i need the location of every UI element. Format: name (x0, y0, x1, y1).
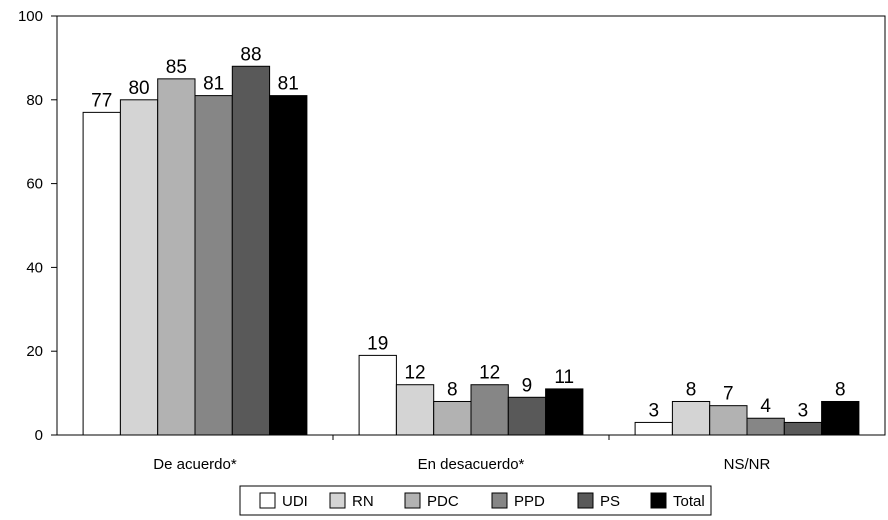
legend-swatch (329, 492, 346, 509)
bar (545, 388, 584, 436)
data-label: 8 (447, 379, 458, 400)
bar (231, 65, 271, 436)
legend-label: PDC (427, 493, 459, 510)
legend-label: RN (352, 493, 374, 510)
data-label: 12 (479, 363, 500, 384)
y-tick-label: 100 (18, 8, 43, 25)
y-tick-label: 20 (26, 343, 43, 360)
bar (395, 384, 435, 436)
category-label: De acuerdo* (153, 456, 237, 473)
bar (821, 400, 860, 436)
bar (157, 78, 196, 436)
data-label: 8 (686, 379, 697, 400)
legend-swatch (259, 492, 276, 509)
data-label: 7 (723, 384, 734, 405)
legend-swatch (650, 492, 667, 509)
bar (507, 396, 547, 436)
data-label: 4 (760, 396, 771, 417)
bar (783, 421, 823, 436)
bar (433, 400, 472, 436)
data-label: 9 (522, 375, 533, 396)
bar (82, 111, 121, 436)
data-label: 19 (367, 333, 388, 354)
data-label: 3 (798, 400, 809, 421)
data-label: 80 (128, 78, 149, 99)
legend-box (239, 485, 712, 516)
bar (634, 421, 673, 436)
category-label: En desacuerdo* (418, 456, 525, 473)
y-tick-label: 0 (35, 427, 43, 444)
data-label: 11 (554, 367, 574, 388)
legend-label: PPD (514, 493, 545, 510)
y-tick-label: 40 (26, 259, 43, 276)
data-label: 81 (203, 74, 224, 95)
legend-swatch (577, 492, 594, 509)
legend-label: Total (673, 493, 705, 510)
data-label: 81 (278, 74, 299, 95)
y-tick-label: 60 (26, 176, 43, 193)
data-label: 85 (166, 57, 187, 78)
legend-label: UDI (282, 493, 308, 510)
y-tick-label: 80 (26, 92, 43, 109)
legend-label: PS (600, 493, 620, 510)
bar (194, 95, 233, 436)
data-label: 88 (240, 44, 261, 65)
bar (470, 384, 509, 436)
category-label: NS/NR (724, 456, 771, 473)
bar (119, 99, 159, 436)
legend-swatch (491, 492, 508, 509)
data-label: 8 (835, 379, 846, 400)
bar (709, 405, 748, 436)
bar (671, 400, 711, 436)
bar (269, 95, 308, 436)
legend-swatch (404, 492, 421, 509)
bar (746, 417, 785, 436)
data-label: 12 (404, 363, 425, 384)
data-label: 3 (648, 400, 659, 421)
bar (358, 354, 397, 436)
data-label: 77 (91, 90, 112, 111)
